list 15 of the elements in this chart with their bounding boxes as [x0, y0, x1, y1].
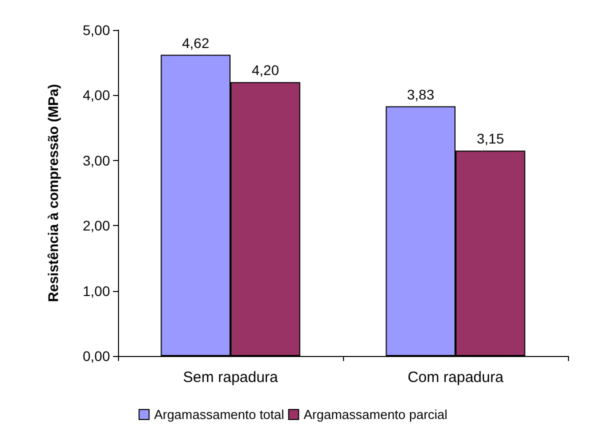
y-tick-label: 1,00: [82, 282, 110, 299]
data-label: 3,15: [476, 130, 504, 147]
data-label: 3,83: [407, 86, 434, 102]
data-label: 4,62: [182, 34, 210, 51]
legend-label: Argamassamento parcial: [304, 407, 448, 422]
y-tick-label: 0,00: [82, 348, 110, 364]
data-label: 4,20: [252, 62, 280, 78]
y-tick-label: 5,00: [82, 22, 110, 38]
y-tick-label: 3,00: [82, 152, 110, 168]
y-axis-title: Resistência à compressão (MPa): [45, 84, 61, 302]
legend-label: Argamassamento total: [154, 407, 284, 422]
y-tick-label: 2,00: [82, 218, 110, 234]
x-tick-label: Com rapadura: [408, 369, 504, 386]
y-tick-label: 4,00: [82, 87, 110, 104]
x-tick-label: Sem rapadura: [182, 369, 279, 386]
